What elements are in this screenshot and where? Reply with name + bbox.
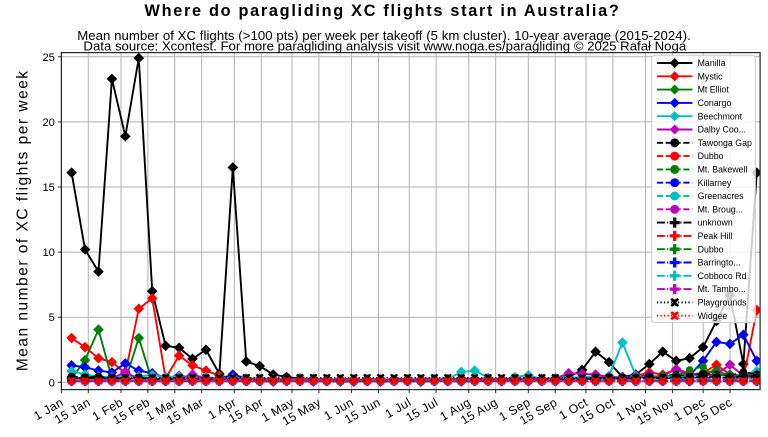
svg-text:Dubbo: Dubbo <box>698 151 724 161</box>
svg-text:Widgee: Widgee <box>698 311 728 321</box>
svg-text:Beechmont: Beechmont <box>698 111 743 121</box>
svg-text:Mean number of XC flights per: Mean number of XC flights per week <box>15 69 32 371</box>
svg-text:Where do paragliding XC flight: Where do paragliding XC flights start in… <box>145 2 621 20</box>
svg-text:Mt Elliot: Mt Elliot <box>698 85 730 95</box>
svg-text:Playgrounds: Playgrounds <box>698 298 748 308</box>
svg-text:15: 15 <box>42 182 54 194</box>
svg-text:Mt. Bakewell: Mt. Bakewell <box>698 165 748 175</box>
svg-text:Conargo: Conargo <box>698 98 732 108</box>
svg-text:Manilla: Manilla <box>698 58 726 68</box>
svg-text:Dalby Coo...: Dalby Coo... <box>698 125 746 135</box>
svg-text:Data source: Xcontest. For mor: Data source: Xcontest. For more paraglid… <box>83 39 686 54</box>
svg-text:Mystic: Mystic <box>698 71 724 81</box>
svg-text:Tawonga Gap: Tawonga Gap <box>698 138 752 148</box>
svg-text:Greenacres: Greenacres <box>698 191 745 201</box>
svg-text:Mt. Broug...: Mt. Broug... <box>698 204 743 214</box>
svg-text:Mean number of XC flights (>10: Mean number of XC flights (>100 pts) per… <box>77 28 691 43</box>
svg-text:Cobboco Rd: Cobboco Rd <box>698 271 747 281</box>
svg-text:20: 20 <box>42 117 54 129</box>
svg-text:5: 5 <box>49 312 55 324</box>
svg-text:unknown: unknown <box>698 218 733 228</box>
svg-text:Dubbo: Dubbo <box>698 244 724 254</box>
svg-text:Barringto...: Barringto... <box>698 258 741 268</box>
svg-text:10: 10 <box>42 247 54 259</box>
svg-text:Peak Hill: Peak Hill <box>698 231 733 241</box>
svg-text:Killarney: Killarney <box>698 178 732 188</box>
svg-text:25: 25 <box>42 52 54 64</box>
svg-text:Mt. Tambo...: Mt. Tambo... <box>698 284 746 294</box>
svg-text:0: 0 <box>49 377 55 389</box>
